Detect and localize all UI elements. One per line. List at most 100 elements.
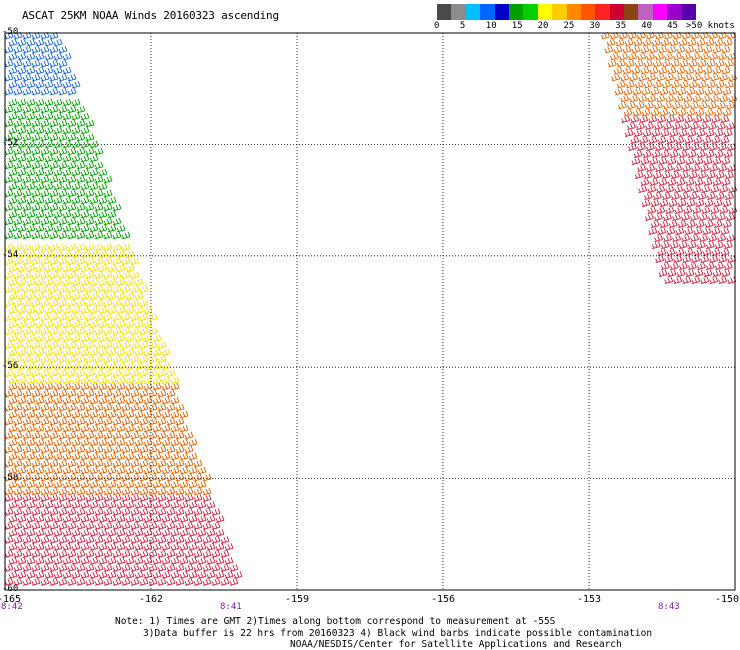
wind-barb (643, 59, 653, 68)
wind-barb (152, 376, 162, 385)
wind-barb (58, 578, 68, 586)
wind-barb (188, 543, 198, 551)
wind-barb (197, 466, 207, 475)
wind-barb (649, 178, 659, 186)
wind-barb (197, 515, 207, 523)
wind-barb (650, 220, 660, 228)
wind-barb (139, 550, 149, 558)
wind-barb (71, 112, 81, 121)
wind-barb (660, 38, 670, 47)
wind-barb (40, 389, 50, 398)
wind-barb (94, 327, 104, 336)
wind-barb (693, 248, 703, 256)
wind-barb (80, 571, 90, 579)
wind-barb (139, 285, 149, 294)
wind-barb (152, 466, 162, 475)
wind-barb (13, 564, 23, 572)
wind-barb (44, 168, 54, 177)
wind-barb (634, 59, 644, 68)
wind-barb (13, 299, 23, 308)
wind-barb (22, 59, 32, 68)
wind-barb (631, 45, 641, 54)
wind-barb (139, 417, 149, 426)
wind-barb (58, 119, 68, 128)
wind-barb (31, 473, 41, 482)
wind-barb (40, 508, 50, 516)
x-tick-label: -162 (138, 594, 164, 605)
wind-barb (723, 38, 733, 47)
wind-barb (31, 189, 41, 198)
wind-barb (17, 571, 27, 579)
wind-barb (125, 501, 135, 509)
wind-barb (80, 292, 90, 301)
wind-barb (89, 140, 99, 149)
wind-barb (94, 487, 104, 496)
wind-barb (184, 508, 194, 516)
wind-barb (35, 382, 45, 391)
wind-barb (125, 320, 135, 329)
wind-barb (130, 445, 140, 454)
wind-barb (670, 171, 680, 179)
wind-barb (157, 508, 167, 516)
wind-barb (76, 327, 86, 336)
wind-barb (148, 445, 158, 454)
wind-barb (107, 278, 117, 287)
wind-barb (44, 210, 54, 219)
wind-barb (148, 494, 158, 502)
wind-barb (125, 278, 135, 287)
wind-barb (40, 257, 50, 266)
wind-barb (179, 501, 189, 509)
wind-barb (4, 59, 14, 68)
wind-barb (31, 271, 41, 280)
wind-barb (103, 473, 113, 482)
wind-barb (35, 140, 45, 149)
wind-barb (4, 355, 14, 364)
wind-barb (98, 438, 108, 447)
wind-barb (696, 38, 706, 47)
wind-barb (170, 396, 180, 405)
wind-barb (652, 59, 662, 68)
wind-barb (148, 550, 158, 558)
wind-barb (26, 466, 36, 475)
wind-barb (121, 327, 131, 336)
wind-barb (53, 112, 63, 121)
wind-barb (80, 126, 90, 135)
wind-barb (49, 105, 59, 114)
wind-barb (53, 292, 63, 301)
wind-barb (720, 136, 730, 144)
wind-barb (31, 119, 41, 128)
wind-barb (148, 522, 158, 530)
wind-barb (148, 508, 158, 516)
x-tick-label: -156 (430, 594, 456, 605)
wind-barb (26, 112, 36, 121)
wind-barb (687, 38, 697, 47)
wind-barb (134, 452, 144, 461)
wind-barb (67, 133, 77, 142)
wind-barb (121, 487, 131, 496)
wind-barb (67, 217, 77, 226)
wind-barb (107, 424, 117, 433)
colorbar-label: >50 knots (686, 21, 735, 31)
wind-barb (659, 220, 669, 228)
wind-barb (13, 494, 23, 502)
wind-barb (134, 571, 144, 579)
wind-barb (40, 459, 50, 468)
wind-barb (724, 59, 734, 68)
wind-barb (152, 348, 162, 357)
wind-barb (116, 529, 126, 537)
wind-barb (166, 494, 176, 502)
wind-barb (49, 45, 59, 54)
wind-barb (13, 87, 23, 96)
wind-barb (89, 557, 99, 565)
wind-barb (85, 161, 95, 170)
wind-barb (44, 154, 54, 163)
wind-barb (103, 327, 113, 336)
wind-barb (31, 231, 41, 240)
wind-barb (35, 306, 45, 315)
wind-barb (166, 522, 176, 530)
wind-barb (85, 243, 95, 252)
wind-barb (206, 529, 216, 537)
wind-barb (682, 255, 692, 263)
wind-barb (4, 473, 14, 482)
wind-barb (53, 362, 63, 371)
